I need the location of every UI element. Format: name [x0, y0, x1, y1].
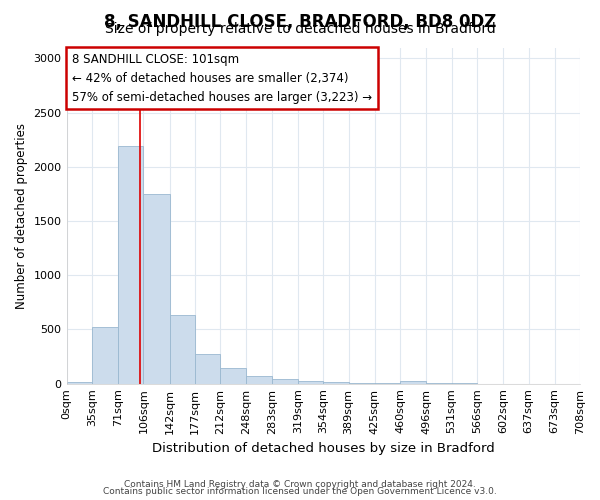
- Text: Size of property relative to detached houses in Bradford: Size of property relative to detached ho…: [104, 22, 496, 36]
- Bar: [170, 315, 195, 384]
- Bar: [298, 380, 323, 384]
- Bar: [400, 380, 426, 384]
- Bar: [272, 379, 298, 384]
- Y-axis label: Number of detached properties: Number of detached properties: [15, 122, 28, 308]
- X-axis label: Distribution of detached houses by size in Bradford: Distribution of detached houses by size …: [152, 442, 494, 455]
- Bar: [118, 146, 143, 384]
- Bar: [195, 354, 220, 384]
- Text: Contains HM Land Registry data © Crown copyright and database right 2024.: Contains HM Land Registry data © Crown c…: [124, 480, 476, 489]
- Text: 8, SANDHILL CLOSE, BRADFORD, BD8 0DZ: 8, SANDHILL CLOSE, BRADFORD, BD8 0DZ: [104, 12, 496, 30]
- Bar: [247, 376, 272, 384]
- Text: 8 SANDHILL CLOSE: 101sqm
← 42% of detached houses are smaller (2,374)
57% of sem: 8 SANDHILL CLOSE: 101sqm ← 42% of detach…: [71, 52, 372, 104]
- Bar: [67, 382, 92, 384]
- Bar: [349, 383, 375, 384]
- Text: Contains public sector information licensed under the Open Government Licence v3: Contains public sector information licen…: [103, 487, 497, 496]
- Bar: [323, 382, 349, 384]
- Bar: [375, 383, 400, 384]
- Bar: [92, 326, 118, 384]
- Bar: [220, 368, 247, 384]
- Bar: [143, 194, 170, 384]
- Bar: [426, 383, 452, 384]
